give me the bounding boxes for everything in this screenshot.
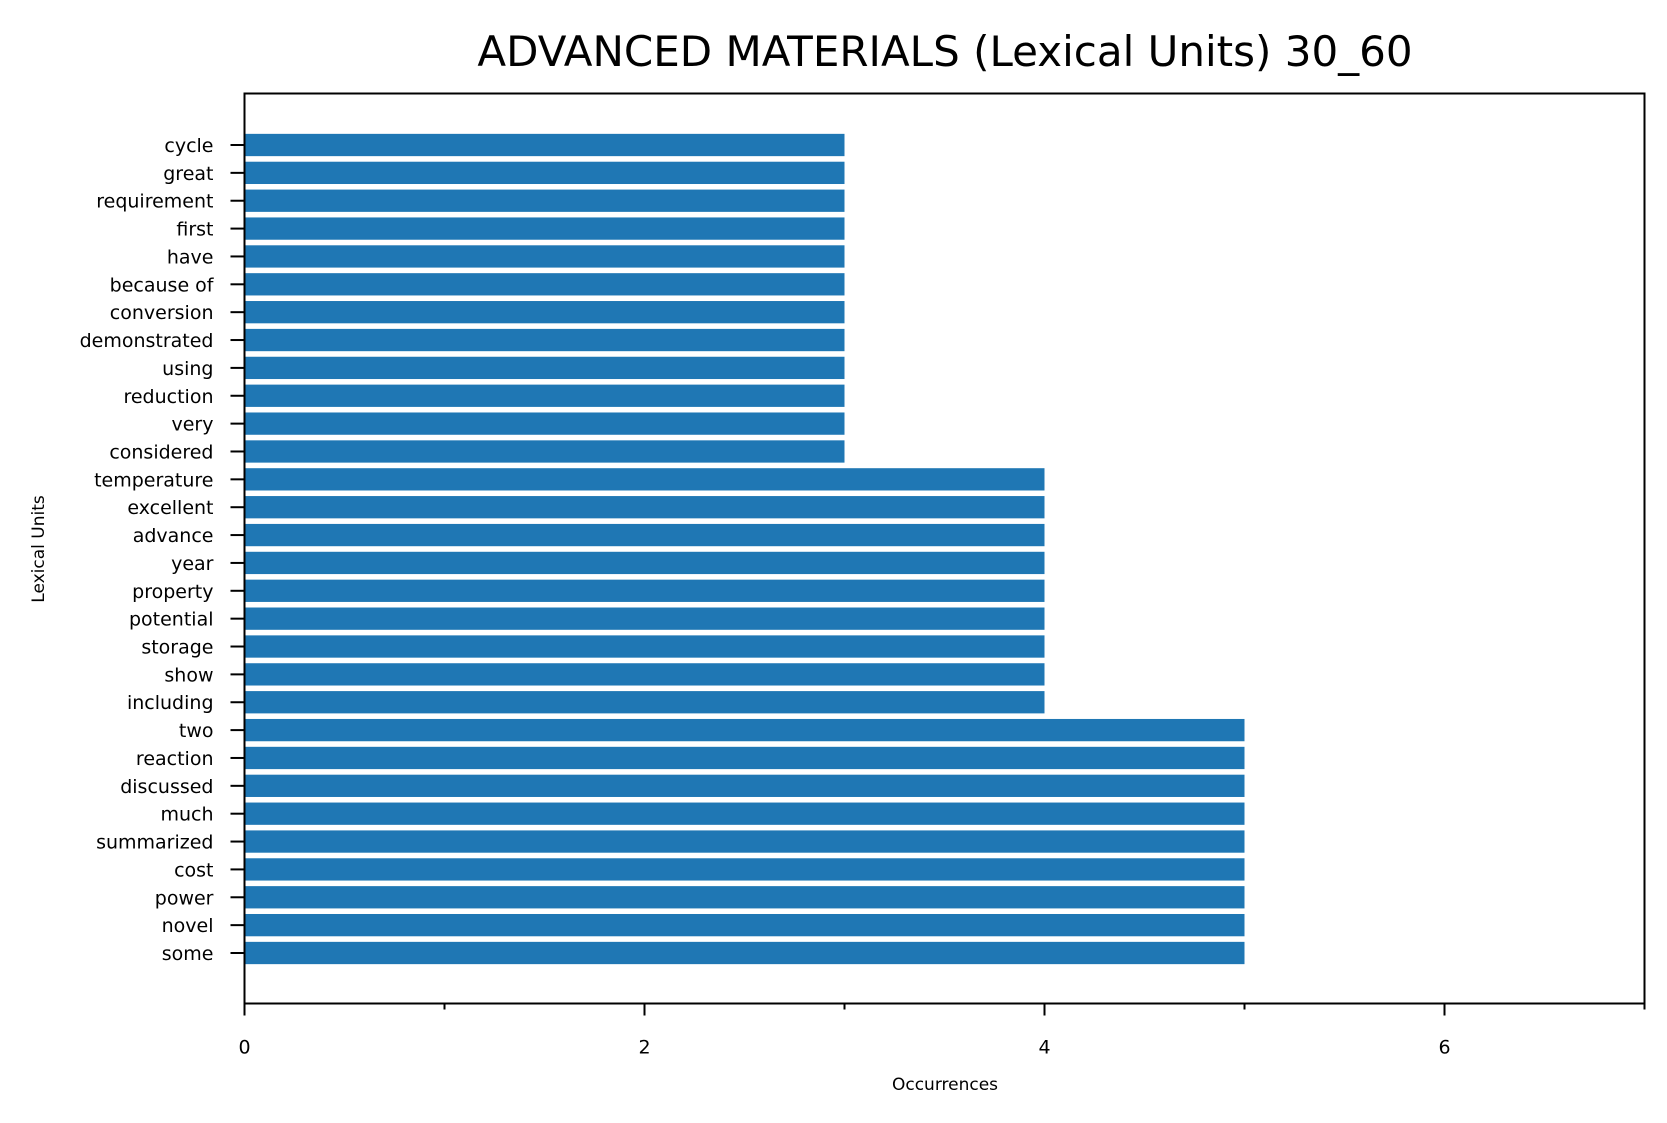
y-tick-label: reaction bbox=[136, 748, 214, 770]
bar-cycle bbox=[244, 133, 845, 157]
y-tick-label: reduction bbox=[123, 386, 213, 408]
x-axis: 0 2 4 6 bbox=[238, 1003, 1646, 1059]
y-tick-label: using bbox=[162, 358, 213, 380]
y-tick-label: including bbox=[127, 692, 214, 714]
bar-reduction bbox=[244, 384, 845, 407]
bar-show bbox=[244, 663, 1045, 686]
y-axis: cycle great requirement first have because of… bbox=[80, 135, 245, 965]
bar-great bbox=[244, 161, 845, 185]
x-tick-label: 0 bbox=[238, 1037, 250, 1059]
bar-temperature bbox=[244, 468, 1045, 491]
bar-summarized bbox=[244, 830, 1245, 853]
bar-much bbox=[244, 802, 1245, 825]
bar-potential bbox=[244, 607, 1045, 630]
bar-two bbox=[244, 718, 1245, 742]
y-tick-label: discussed bbox=[120, 776, 213, 798]
bar-conversion bbox=[244, 301, 845, 324]
bar-reaction bbox=[244, 746, 1245, 770]
y-tick-label: have bbox=[167, 246, 214, 268]
y-tick-label: first bbox=[176, 219, 213, 241]
y-tick-label: summarized bbox=[96, 832, 213, 854]
bar-cost bbox=[244, 858, 1245, 881]
x-tick-label: 2 bbox=[638, 1037, 650, 1059]
y-tick-label: demonstrated bbox=[80, 330, 214, 352]
x-tick-label: 4 bbox=[1038, 1037, 1050, 1059]
y-tick-label: excellent bbox=[127, 497, 213, 519]
bar-have bbox=[244, 245, 845, 268]
bar-advance bbox=[244, 523, 1045, 547]
y-tick-label: much bbox=[160, 804, 213, 826]
y-tick-label: power bbox=[155, 887, 214, 909]
bar-very bbox=[244, 412, 845, 435]
bar-including bbox=[244, 691, 1045, 714]
y-tick-label: cost bbox=[174, 859, 213, 881]
y-tick-label: advance bbox=[133, 525, 214, 547]
x-axis-label: Occurrences bbox=[892, 1075, 998, 1095]
bar-power bbox=[244, 886, 1245, 909]
bar-discussed bbox=[244, 774, 1245, 797]
bar-novel bbox=[244, 913, 1245, 937]
bar-some bbox=[244, 941, 1245, 965]
x-tick-label: 6 bbox=[1438, 1037, 1450, 1059]
y-tick-label: storage bbox=[141, 637, 213, 659]
y-tick-label: great bbox=[163, 163, 213, 185]
y-tick-label: requirement bbox=[96, 191, 213, 213]
y-tick-label: because of bbox=[110, 274, 215, 296]
y-tick-label: property bbox=[132, 581, 213, 603]
bar-using bbox=[244, 356, 845, 380]
y-tick-label: potential bbox=[129, 609, 214, 631]
bar-storage bbox=[244, 635, 1045, 658]
y-axis-label: Lexical Units bbox=[29, 495, 49, 603]
plot-frame bbox=[243, 92, 1646, 1005]
bar-requirement bbox=[244, 189, 845, 212]
y-tick-label: novel bbox=[162, 915, 214, 937]
bar-property bbox=[244, 579, 1045, 602]
y-tick-label: temperature bbox=[94, 469, 213, 491]
bar-year bbox=[244, 551, 1045, 575]
chart-title: ADVANCED MATERIALS (Lexical Units) 30_60 bbox=[477, 27, 1412, 76]
y-tick-label: show bbox=[164, 664, 213, 686]
y-tick-label: considered bbox=[109, 441, 213, 463]
y-tick-label: year bbox=[171, 553, 214, 575]
bar-because-of bbox=[244, 273, 845, 296]
bar-first bbox=[244, 217, 845, 240]
y-tick-label: conversion bbox=[110, 302, 214, 324]
y-tick-label: two bbox=[179, 720, 214, 742]
y-tick-label: cycle bbox=[164, 135, 213, 157]
y-tick-label: some bbox=[162, 943, 214, 965]
bar-considered bbox=[244, 440, 845, 463]
bars-layer bbox=[244, 133, 1245, 965]
y-tick-label: very bbox=[172, 414, 214, 436]
bar-demonstrated bbox=[244, 328, 845, 352]
bar-excellent bbox=[244, 496, 1045, 519]
